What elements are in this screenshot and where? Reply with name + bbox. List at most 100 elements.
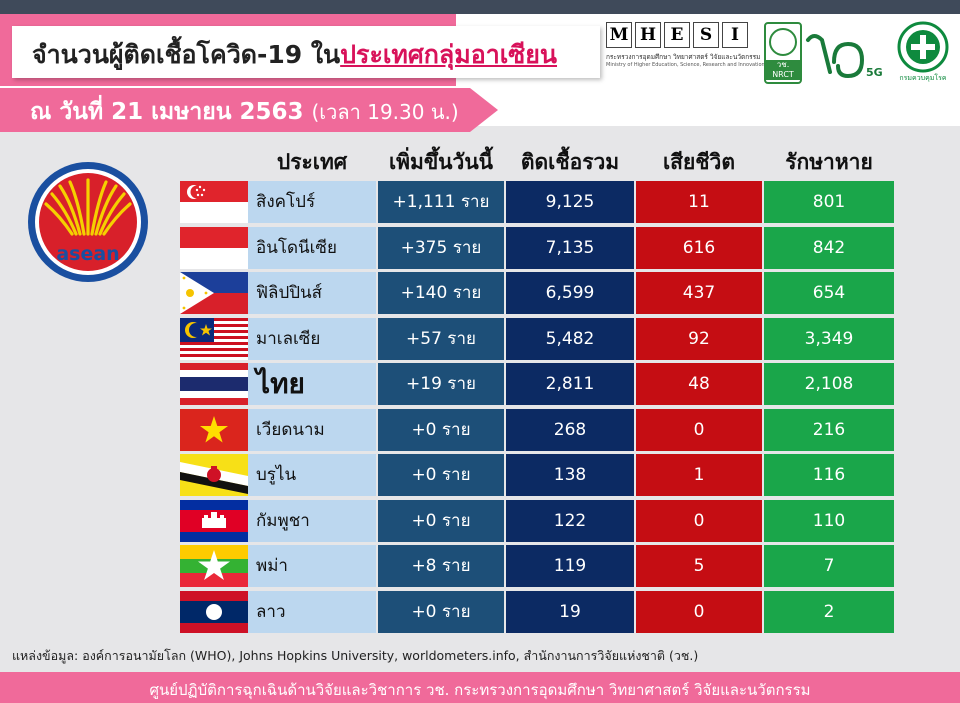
new-today-cell: +57 ราย <box>378 317 504 360</box>
country-name: อินโดนีเซีย <box>248 226 376 269</box>
page-title: จำนวนผู้ติดเชื้อโควิด-19 ในประเทศกลุ่มอา… <box>32 35 557 75</box>
header-recovered: รักษาหาย <box>785 150 873 174</box>
table-row: ฟิลิปปินส์ +140 ราย 6,599 437 654 <box>180 272 894 314</box>
logo-70-years-icon: 5G <box>806 34 883 79</box>
new-today-cell: +19 ราย <box>378 363 504 405</box>
table-row: มาเลเซีย +57 ราย 5,482 92 3,349 <box>180 317 894 360</box>
new-today-cell: +0 ราย <box>378 590 504 633</box>
recovered-cell: 7 <box>764 545 894 587</box>
recovered-cell: 2 <box>764 590 894 633</box>
total-cell: 5,482 <box>506 317 634 360</box>
country-name: สิงคโปร์ <box>248 181 376 223</box>
country-name: มาเลเซีย <box>248 317 376 360</box>
total-cell: 2,811 <box>506 363 634 405</box>
deaths-cell: 92 <box>636 317 762 360</box>
country-name: ไทย <box>248 363 376 405</box>
total-cell: 6,599 <box>506 272 634 314</box>
new-today-cell: +375 ราย <box>378 226 504 269</box>
total-cell: 119 <box>506 545 634 587</box>
total-cell: 138 <box>506 454 634 496</box>
recovered-cell: 801 <box>764 181 894 223</box>
country-name: บรูไน <box>248 454 376 496</box>
total-cell: 19 <box>506 590 634 633</box>
table-row: พม่า +8 ราย 119 5 7 <box>180 545 894 587</box>
indonesia-flag-icon <box>180 226 248 269</box>
deaths-cell: 0 <box>636 499 762 542</box>
mhesi-subtitle-th: กระทรวงการอุดมศึกษา วิทยาศาสตร์ วิจัยและ… <box>606 53 761 61</box>
title-highlight: ประเทศกลุ่มอาเซียน <box>340 40 558 69</box>
table-row: ลาว +0 ราย 19 0 2 <box>180 590 894 633</box>
new-today-cell: +8 ราย <box>378 545 504 587</box>
title-card: จำนวนผู้ติดเชื้อโควิด-19 ในประเทศกลุ่มอา… <box>12 26 600 78</box>
header-country: ประเทศ <box>276 150 348 174</box>
recovered-cell: 2,108 <box>764 363 894 405</box>
deaths-cell: 0 <box>636 590 762 633</box>
recovered-cell: 654 <box>764 272 894 314</box>
header-deaths: เสียชีวิต <box>663 150 735 174</box>
total-cell: 268 <box>506 408 634 451</box>
country-name: กัมพูชา <box>248 499 376 542</box>
laos-flag-icon <box>180 590 248 633</box>
date-time: (เวลา 19.30 น.) <box>311 100 459 124</box>
country-name: ฟิลิปปินส์ <box>248 272 376 314</box>
footer-text: ศูนย์ปฏิบัติการฉุกเฉินด้านวิจัยและวิชากา… <box>149 681 811 699</box>
mhesi-letter: I <box>722 22 748 48</box>
recovered-cell: 110 <box>764 499 894 542</box>
new-today-cell: +140 ราย <box>378 272 504 314</box>
nrct-emblem-icon <box>769 28 797 56</box>
source-note: แหล่งข้อมูล: องค์การอนามัยโลก (WHO), Joh… <box>12 648 699 663</box>
nrct-logo: วช. NRCT <box>764 22 802 84</box>
mhesi-subtitle-en: Ministry of Higher Education, Science, R… <box>606 62 765 68</box>
footer-bar: ศูนย์ปฏิบัติการฉุกเฉินด้านวิจัยและวิชากา… <box>0 672 960 703</box>
date-label: ณ วันที่ 21 เมษายน 2563 <box>30 99 304 125</box>
vietnam-flag-icon <box>180 408 248 451</box>
new-today-cell: +0 ราย <box>378 408 504 451</box>
date-text: ณ วันที่ 21 เมษายน 2563 (เวลา 19.30 น.) <box>30 94 459 130</box>
total-cell: 9,125 <box>506 181 634 223</box>
recovered-cell: 216 <box>764 408 894 451</box>
deaths-cell: 1 <box>636 454 762 496</box>
country-name: เวียดนาม <box>248 408 376 451</box>
mhesi-letter: E <box>664 22 690 48</box>
brunei-flag-icon <box>180 454 248 496</box>
top-bar <box>0 0 960 14</box>
table-row: เวียดนาม +0 ราย 268 0 216 <box>180 408 894 451</box>
malaysia-flag-icon <box>180 317 248 360</box>
table-row: กัมพูชา +0 ราย 122 0 110 <box>180 499 894 542</box>
mhesi-letter: S <box>693 22 719 48</box>
recovered-cell: 3,349 <box>764 317 894 360</box>
mhesi-letter: M <box>606 22 632 48</box>
new-today-cell: +1,111 ราย <box>378 181 504 223</box>
thailand-flag-icon <box>180 363 248 405</box>
header-total: ติดเชื้อรวม <box>520 150 620 174</box>
title-prefix: จำนวนผู้ติดเชื้อโควิด-19 ใน <box>32 40 341 69</box>
asean-logo-icon: asean <box>28 162 148 282</box>
philippines-flag-icon <box>180 272 248 314</box>
logo70-sub: 5G <box>866 66 883 79</box>
country-name: พม่า <box>248 545 376 587</box>
singapore-flag-icon <box>180 181 248 223</box>
table-row: บรูไน +0 ราย 138 1 116 <box>180 454 894 496</box>
country-name: ลาว <box>248 590 376 633</box>
cambodia-flag-icon <box>180 499 248 542</box>
deaths-cell: 437 <box>636 272 762 314</box>
deaths-cell: 11 <box>636 181 762 223</box>
asean-label: asean <box>56 243 119 265</box>
myanmar-flag-icon <box>180 545 248 587</box>
deaths-cell: 48 <box>636 363 762 405</box>
total-cell: 122 <box>506 499 634 542</box>
table-row: ไทย +19 ราย 2,811 48 2,108 <box>180 363 894 405</box>
new-today-cell: +0 ราย <box>378 499 504 542</box>
nrct-label: วช. NRCT <box>766 60 800 80</box>
date-banner: ณ วันที่ 21 เมษายน 2563 (เวลา 19.30 น.) <box>0 88 498 132</box>
recovered-cell: 116 <box>764 454 894 496</box>
table-row: อินโดนีเซีย +375 ราย 7,135 616 842 <box>180 226 894 269</box>
deaths-cell: 616 <box>636 226 762 269</box>
table-row: สิงคโปร์ +1,111 ราย 9,125 11 801 <box>180 181 894 223</box>
deaths-cell: 0 <box>636 408 762 451</box>
header-new-today: เพิ่มขึ้นวันนี้ <box>388 150 494 174</box>
moph-logo-icon: กรมควบคุมโรค <box>897 21 949 82</box>
deaths-cell: 5 <box>636 545 762 587</box>
